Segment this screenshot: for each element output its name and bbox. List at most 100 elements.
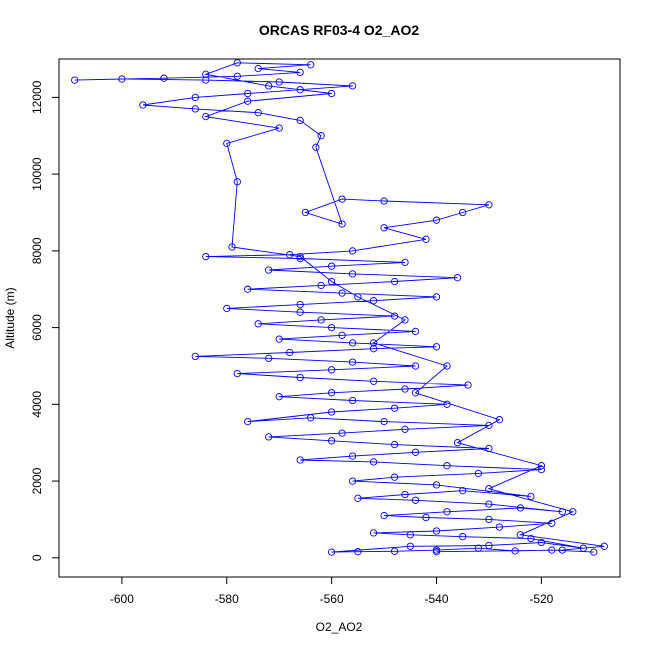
data-point: [390, 277, 399, 286]
data-point: [411, 327, 420, 336]
data-point: [443, 508, 451, 516]
data-point: [244, 417, 252, 426]
data-point: [464, 381, 472, 389]
data-point: [265, 266, 273, 274]
data-point: [401, 385, 409, 393]
data-point: [537, 465, 546, 474]
data-point: [485, 201, 493, 209]
data-point: [327, 389, 336, 397]
data-point: [369, 345, 378, 353]
data-point: [348, 452, 357, 460]
data-point: [348, 396, 357, 405]
data-point: [327, 437, 336, 445]
data-point: [348, 477, 357, 485]
data-point: [202, 76, 210, 84]
data-point: [202, 252, 210, 261]
data-point: [411, 362, 420, 370]
plot-frame: [58, 58, 621, 578]
data-point: [569, 508, 577, 516]
data-point: [369, 297, 378, 305]
data-point: [390, 547, 399, 555]
data-point: [338, 289, 346, 297]
data-point: [590, 548, 598, 556]
y-tick-label: 2000: [30, 467, 44, 494]
data-point: [244, 89, 252, 98]
data-point: [348, 270, 357, 278]
data-point: [327, 548, 336, 556]
data-point: [548, 546, 556, 554]
chart-title: ORCAS RF03-4 O2_AO2: [259, 22, 419, 38]
data-point: [191, 105, 199, 113]
data-point: [369, 458, 378, 466]
y-tick-label: 8000: [30, 237, 44, 264]
x-tick-label: -600: [110, 592, 134, 606]
data-point: [548, 519, 556, 527]
data-point: [296, 68, 304, 77]
data-point: [301, 208, 310, 217]
data-point: [380, 197, 388, 205]
data-point: [390, 473, 399, 481]
data-point: [338, 195, 346, 203]
data-point: [459, 208, 467, 217]
data-point: [406, 531, 414, 539]
data-point: [459, 487, 467, 495]
data-point: [459, 533, 467, 541]
data-point: [233, 369, 241, 378]
y-axis: 0 2000 4000 6000 8000 10000 12000: [30, 80, 60, 561]
y-tick-label: 6000: [30, 314, 44, 341]
data-point: [558, 546, 566, 554]
data-point: [390, 312, 399, 320]
data-point: [401, 490, 409, 499]
data-point: [380, 417, 388, 426]
data-point: [233, 178, 241, 186]
data-point: [401, 316, 409, 324]
data-point: [432, 343, 441, 351]
data-point: [432, 216, 441, 224]
data-point: [338, 429, 346, 437]
data-point: [485, 485, 493, 493]
data-point: [485, 500, 493, 508]
x-tick-label: -580: [215, 592, 239, 606]
data-point: [432, 481, 441, 489]
y-tick-label: 12000: [30, 80, 44, 114]
data-point: [71, 76, 79, 84]
data-point: [485, 515, 493, 524]
data-point: [453, 274, 462, 282]
data-point: [275, 335, 283, 343]
data-point: [537, 462, 546, 470]
data-point: [369, 529, 378, 537]
data-point: [265, 433, 273, 441]
data-point: [369, 377, 378, 385]
data-point: [474, 469, 483, 478]
data-point: [118, 75, 126, 83]
data-point: [286, 251, 294, 259]
data-point: [296, 300, 304, 309]
data-point: [244, 97, 252, 105]
data-point: [327, 366, 336, 374]
data-point: [411, 496, 420, 504]
data-point: [443, 400, 451, 408]
data-point: [511, 547, 519, 555]
data-point: [443, 462, 451, 470]
data-point: [223, 139, 231, 148]
data-point: [401, 425, 409, 433]
y-tick-label: 4000: [30, 391, 44, 418]
data-point: [327, 408, 336, 416]
data-point: [296, 456, 304, 464]
data-point: [380, 511, 388, 520]
data-point: [354, 548, 362, 556]
data-point: [275, 124, 283, 132]
data-point: [296, 373, 304, 382]
data-point: [202, 70, 210, 78]
data-point: [312, 143, 320, 151]
data-point: [327, 89, 336, 98]
data-point: [579, 544, 587, 552]
data-point: [495, 416, 504, 424]
data-point: [244, 285, 252, 293]
data-point: [265, 82, 273, 90]
data-point: [485, 541, 493, 550]
data-point: [527, 492, 535, 501]
data-point: [354, 494, 362, 502]
series-line: [74, 62, 605, 553]
